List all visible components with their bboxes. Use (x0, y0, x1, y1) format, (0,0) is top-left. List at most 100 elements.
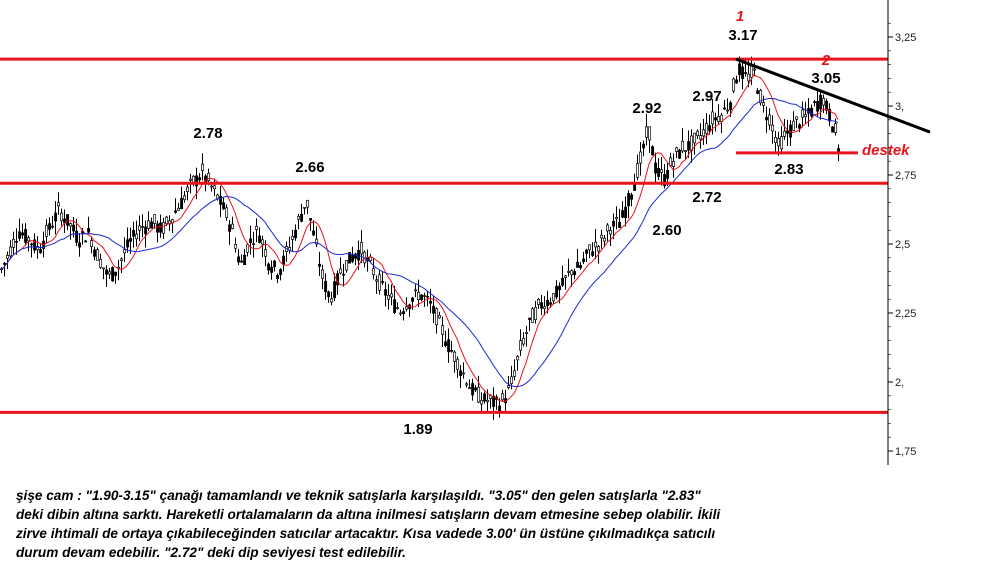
candle-body (270, 266, 274, 273)
candle-body (360, 242, 364, 255)
candle-body (492, 395, 496, 407)
candle-body (831, 126, 835, 133)
candle-body (681, 140, 685, 152)
candle-body (561, 277, 565, 286)
candle-body (540, 302, 544, 309)
candle-body (105, 269, 109, 275)
price-label-1.89: 1.89 (403, 421, 432, 438)
candle-body (777, 138, 781, 147)
candle-body (330, 298, 334, 303)
y-axis: 1,75 2, 2,25 2,5 2,75 3, 3,25 (887, 0, 916, 465)
candle-body (9, 246, 13, 257)
candle-body (678, 149, 682, 159)
candle-body (54, 212, 58, 222)
candle-body (249, 238, 253, 243)
price-label-2.66: 2.66 (295, 159, 324, 176)
candle-body (246, 244, 250, 253)
candle-body (48, 223, 52, 230)
candle-body (96, 249, 100, 261)
price-label-3.05: 3.05 (811, 70, 840, 87)
candle-body (33, 239, 37, 251)
candle-body (426, 295, 430, 298)
candle-body (705, 123, 709, 134)
candle-body (441, 325, 445, 335)
candle-body (465, 383, 469, 386)
candle-body (666, 170, 670, 179)
candle-body (357, 249, 361, 261)
candle-body (402, 311, 406, 315)
candle-body (558, 285, 562, 291)
candle-body (372, 268, 376, 276)
y-tick-label: 2,5 (895, 239, 910, 251)
candle-body (309, 218, 313, 221)
candle-body (147, 220, 151, 229)
candle-body (792, 120, 796, 131)
candle-body (594, 241, 598, 248)
candle-body (813, 101, 817, 103)
candle-body (24, 228, 28, 243)
candle-body (825, 100, 829, 111)
candle-body (315, 238, 319, 245)
candle-body (603, 237, 607, 242)
candle-body (630, 194, 634, 200)
price-label-2.72: 2.72 (692, 189, 721, 206)
candle-body (684, 150, 688, 152)
candle-body (819, 94, 823, 110)
candle-body (438, 315, 442, 319)
candle-body (735, 79, 739, 84)
peak-marker-1: 1 (736, 8, 744, 25)
candle-body (378, 274, 382, 291)
candle-body (69, 223, 73, 227)
candle-body (144, 226, 148, 235)
candle-body (183, 195, 187, 200)
commentary-line-2: deki dibin altına sarktı. Hareketli orta… (16, 507, 721, 522)
candle-body (627, 193, 631, 207)
candle-body (39, 249, 43, 254)
candle-body (57, 202, 61, 207)
candle-body (729, 102, 733, 111)
candle-body (381, 281, 385, 283)
candle-body (327, 291, 331, 298)
candle-body (507, 385, 511, 388)
candle-body (279, 269, 283, 276)
moving-average-slow (0, 98, 839, 388)
candle-body (297, 216, 301, 220)
candle-body (291, 235, 295, 240)
candle-body (255, 225, 259, 230)
candle-body (519, 340, 523, 351)
candle-body (765, 116, 769, 121)
candle-body (294, 229, 298, 239)
candle-body (621, 210, 625, 218)
candle-body (636, 163, 640, 178)
candle-body (165, 216, 169, 225)
candle-body (720, 114, 724, 122)
candle-body (168, 220, 172, 225)
candle-body (216, 194, 220, 200)
candle-body (648, 126, 652, 141)
candle-body (342, 273, 346, 276)
y-tick-label: 2, (895, 377, 904, 389)
candle-body (450, 349, 454, 352)
candle-body (348, 251, 352, 264)
candle-body (300, 213, 304, 222)
candle-body (645, 126, 649, 138)
candle-body (567, 271, 571, 273)
candle-body (642, 143, 646, 149)
candle-body (78, 242, 82, 248)
candle-body (399, 312, 403, 315)
candle-body (264, 249, 268, 257)
price-label-2.60: 2.60 (652, 222, 681, 239)
candle-body (753, 68, 757, 71)
candle-body (444, 341, 448, 346)
candle-body (600, 234, 604, 239)
candle-body (624, 206, 628, 219)
candle-body (741, 66, 745, 80)
candle-body (201, 163, 205, 171)
candle-body (60, 212, 64, 222)
candle-body (651, 146, 655, 156)
candle-body (429, 300, 433, 304)
candle-body (393, 299, 397, 313)
candle-body (384, 289, 388, 296)
candle-body (174, 210, 178, 213)
candle-body (234, 244, 238, 249)
